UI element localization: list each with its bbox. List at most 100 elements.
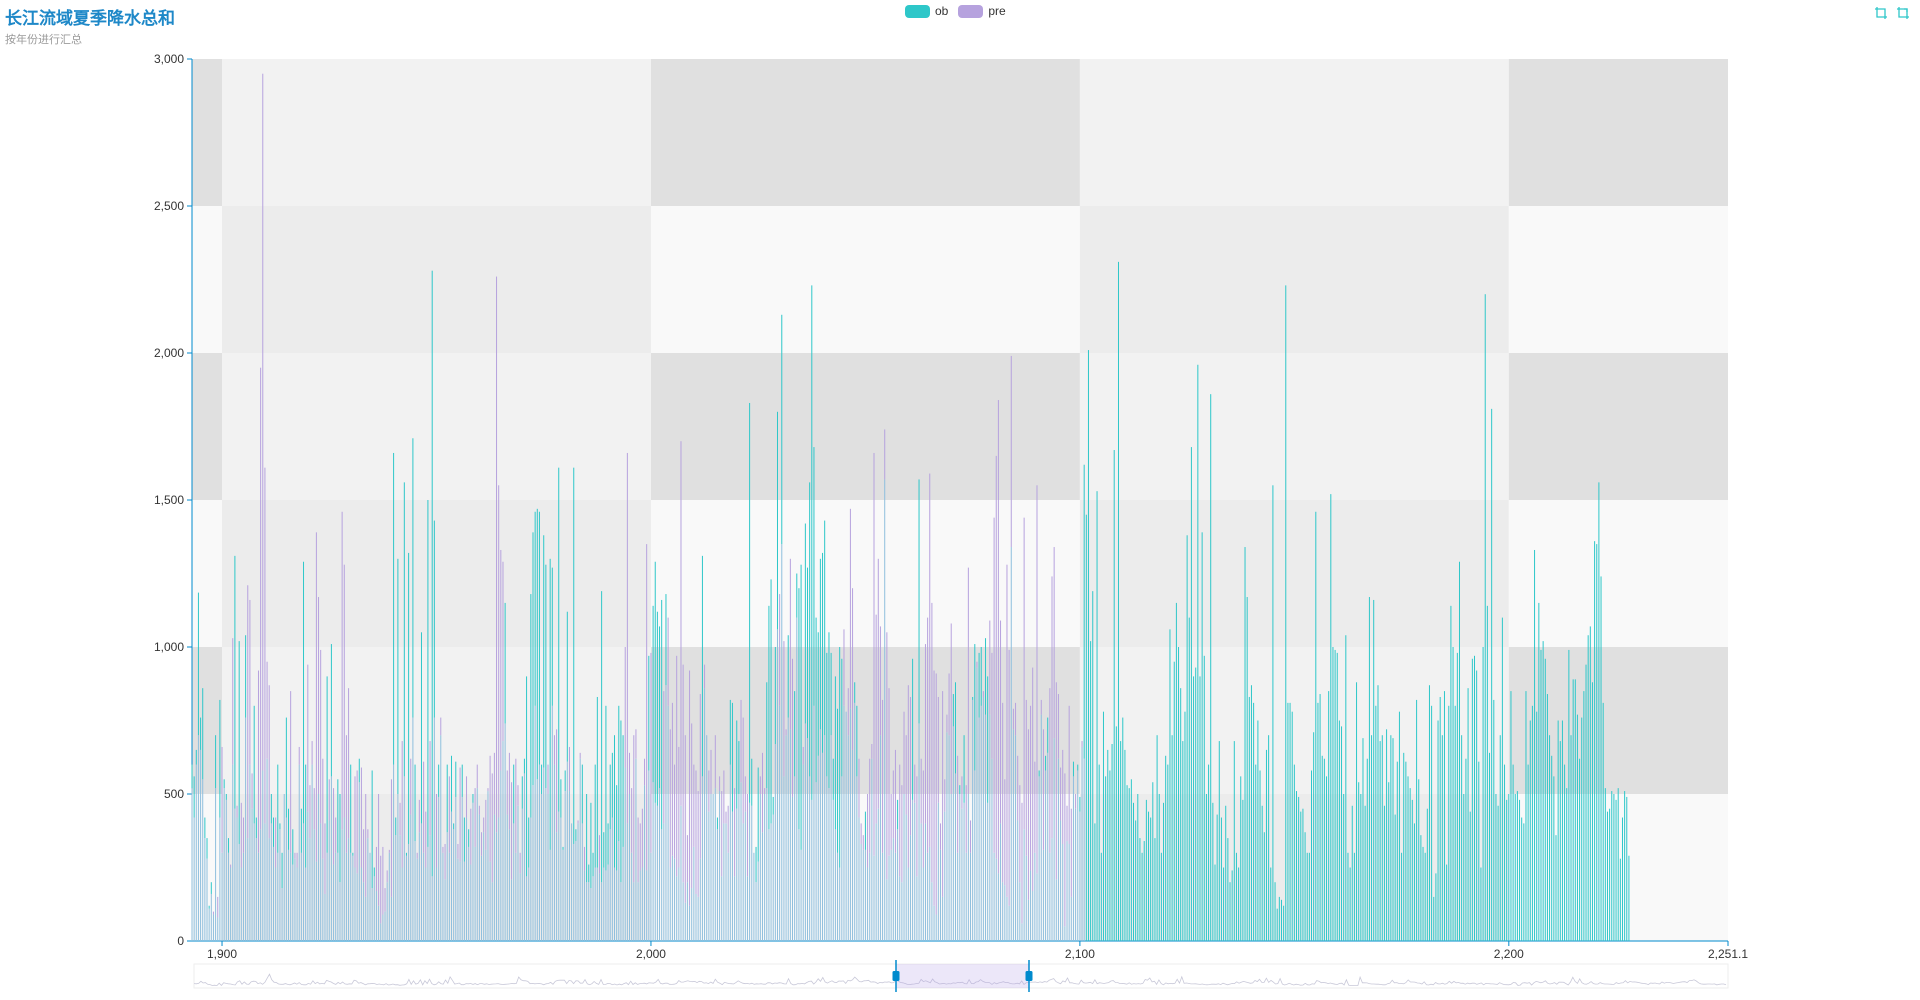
bar-ob[interactable] — [1489, 752, 1491, 941]
bar-overlap[interactable] — [277, 852, 279, 941]
bar-pre[interactable] — [740, 699, 742, 783]
bar-ob[interactable] — [1328, 691, 1330, 941]
bar-ob[interactable] — [1366, 758, 1368, 941]
bar-overlap[interactable] — [571, 823, 573, 941]
bar-overlap[interactable] — [420, 823, 422, 941]
bar-overlap[interactable] — [553, 764, 555, 941]
bar-ob[interactable] — [586, 794, 588, 883]
bar-overlap[interactable] — [867, 867, 869, 942]
bar-overlap[interactable] — [633, 882, 635, 941]
bar-pre[interactable] — [240, 802, 242, 868]
bar-overlap[interactable] — [957, 852, 959, 941]
bar-ob[interactable] — [1317, 702, 1319, 941]
bar-overlap[interactable] — [238, 843, 240, 941]
bar-ob[interactable] — [1424, 852, 1426, 941]
bar-ob[interactable] — [601, 591, 603, 883]
bar-ob[interactable] — [1087, 350, 1089, 941]
bar-ob[interactable] — [1458, 561, 1460, 941]
bar-pre[interactable] — [884, 429, 886, 480]
bar-ob[interactable] — [1160, 852, 1162, 941]
bar-ob[interactable] — [918, 479, 920, 724]
bar-pre[interactable] — [1002, 702, 1004, 883]
bar-overlap[interactable] — [367, 838, 369, 941]
bar-pre[interactable] — [961, 776, 963, 809]
bar-overlap[interactable] — [543, 767, 545, 941]
bar-pre[interactable] — [1064, 773, 1066, 927]
bar-ob[interactable] — [609, 764, 611, 830]
bar-ob[interactable] — [339, 794, 341, 883]
bar-ob[interactable] — [1205, 794, 1207, 941]
bar-overlap[interactable] — [1077, 770, 1079, 941]
bar-ob[interactable] — [1379, 741, 1381, 941]
bar-ob[interactable] — [656, 611, 658, 806]
bar-ob[interactable] — [616, 785, 618, 871]
bar-ob[interactable] — [1394, 814, 1396, 941]
bar-ob[interactable] — [208, 905, 210, 909]
bar-pre[interactable] — [568, 746, 570, 792]
bar-ob[interactable] — [952, 694, 954, 727]
bar-ob[interactable] — [897, 799, 899, 830]
bar-overlap[interactable] — [877, 808, 879, 941]
bar-pre[interactable] — [714, 735, 716, 789]
bar-overlap[interactable] — [285, 817, 287, 941]
bar-pre[interactable] — [230, 864, 232, 868]
bar-overlap[interactable] — [916, 876, 918, 941]
bar-overlap[interactable] — [779, 705, 781, 941]
bar-pre[interactable] — [506, 770, 508, 815]
bar-ob[interactable] — [1602, 702, 1604, 941]
bar-pre[interactable] — [744, 776, 746, 812]
bar-ob[interactable] — [1613, 794, 1615, 941]
bar-overlap[interactable] — [909, 835, 911, 941]
bar-overlap[interactable] — [551, 705, 553, 941]
bar-ob[interactable] — [472, 794, 474, 803]
bar-pre[interactable] — [322, 758, 324, 859]
bar-overlap[interactable] — [706, 735, 708, 941]
bar-pre[interactable] — [1015, 702, 1017, 736]
zoom-select-icon[interactable] — [1874, 6, 1888, 20]
bar-overlap[interactable] — [736, 808, 738, 941]
bar-ob[interactable] — [1349, 867, 1351, 942]
bar-overlap[interactable] — [382, 914, 384, 941]
bar-ob[interactable] — [238, 641, 240, 844]
bar-overlap[interactable] — [648, 770, 650, 941]
zoom-reset-icon[interactable] — [1896, 6, 1910, 20]
bar-pre[interactable] — [324, 823, 326, 894]
bar-overlap[interactable] — [275, 867, 277, 942]
bar-pre[interactable] — [759, 776, 761, 794]
bar-pre[interactable] — [466, 776, 468, 818]
bar-ob[interactable] — [811, 285, 813, 800]
bar-ob[interactable] — [1188, 617, 1190, 941]
bar-overlap[interactable] — [1055, 879, 1057, 941]
bar-pre[interactable] — [644, 758, 646, 786]
bar-ob[interactable] — [603, 832, 605, 868]
bar-pre[interactable] — [944, 779, 946, 812]
bar-ob[interactable] — [1508, 794, 1510, 941]
bar-pre[interactable] — [671, 702, 673, 856]
bar-ob[interactable] — [1233, 741, 1235, 941]
bar-overlap[interactable] — [363, 882, 365, 941]
bar-ob[interactable] — [1401, 852, 1403, 941]
bar-overlap[interactable] — [481, 855, 483, 941]
bar-overlap[interactable] — [937, 802, 939, 941]
bar-overlap[interactable] — [375, 891, 377, 941]
bar-ob[interactable] — [1364, 805, 1366, 941]
bar-pre[interactable] — [1021, 802, 1023, 924]
bar-pre[interactable] — [948, 673, 950, 736]
bar-ob[interactable] — [1540, 649, 1542, 941]
bar-overlap[interactable] — [714, 788, 716, 941]
bar-pre[interactable] — [459, 767, 461, 862]
bar-overlap[interactable] — [290, 852, 292, 941]
bar-overlap[interactable] — [1047, 752, 1049, 941]
bar-pre[interactable] — [704, 664, 706, 689]
bar-pre[interactable] — [650, 652, 652, 853]
bar-overlap[interactable] — [225, 799, 227, 941]
bar-overlap[interactable] — [691, 888, 693, 941]
bar-overlap[interactable] — [644, 785, 646, 941]
bar-ob[interactable] — [195, 749, 197, 765]
bar-ob[interactable] — [551, 567, 553, 706]
bar-pre[interactable] — [298, 746, 300, 765]
bar-ob[interactable] — [453, 823, 455, 830]
bar-pre[interactable] — [1019, 785, 1021, 883]
bar-pre[interactable] — [598, 835, 600, 874]
bar-ob[interactable] — [1576, 714, 1578, 941]
